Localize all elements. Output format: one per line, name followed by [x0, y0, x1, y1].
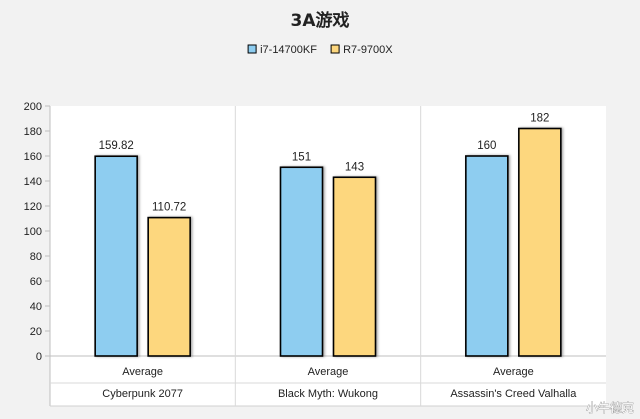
- y-tick-label: 20: [30, 326, 42, 338]
- data-label: 143: [345, 161, 364, 173]
- data-label: 182: [530, 113, 549, 125]
- bar-r7-9700x: [332, 176, 377, 357]
- bar-i7-14700kf: [279, 166, 324, 357]
- data-labels: 159.82 110.72 151 143 160 182: [99, 113, 550, 214]
- data-label: 151: [292, 151, 311, 163]
- bars: [94, 127, 562, 357]
- category-label: Assassin's Creed Valhalla: [450, 388, 577, 400]
- y-tick-label: 0: [36, 351, 42, 363]
- bar-i7-14700kf: [94, 155, 138, 357]
- subcategory-label: Average: [122, 366, 163, 378]
- legend-label: i7-14700KF: [260, 44, 317, 56]
- legend: i7-14700KF R7-9700X: [247, 44, 393, 56]
- bar-i7-14700kf: [465, 155, 509, 357]
- y-tick-label: 160: [24, 151, 42, 163]
- y-tick-label: 140: [24, 176, 42, 188]
- bar-r7-9700x: [147, 216, 191, 357]
- axes: 0 20 40 60 80 100 120 140 160 180 200: [24, 101, 606, 407]
- chart-title: 3A游戏: [291, 10, 350, 31]
- y-tick-label: 200: [24, 101, 42, 113]
- subcategory-label: Average: [308, 366, 349, 378]
- bar-r7-9700x: [518, 127, 562, 357]
- y-tick-label: 40: [30, 301, 42, 313]
- y-tick-label: 80: [30, 251, 42, 263]
- category-label: Black Myth: Wukong: [278, 388, 378, 400]
- legend-swatch: [330, 44, 340, 54]
- category-labels: Average Cyberpunk 2077 Average Black Myth: …: [102, 366, 577, 400]
- data-label: 160: [477, 140, 496, 152]
- category-label: Cyberpunk 2077: [102, 388, 183, 400]
- y-tick-label: 180: [24, 126, 42, 138]
- subcategory-label: Average: [493, 366, 534, 378]
- y-tick-label: 60: [30, 276, 42, 288]
- legend-swatch: [247, 44, 257, 54]
- data-label: 110.72: [152, 202, 186, 214]
- watermark: 小牛德克: [586, 400, 634, 415]
- y-tick-label: 120: [24, 201, 42, 213]
- legend-label: R7-9700X: [343, 44, 393, 56]
- data-label: 159.82: [99, 140, 134, 152]
- y-tick-label: 100: [24, 226, 42, 238]
